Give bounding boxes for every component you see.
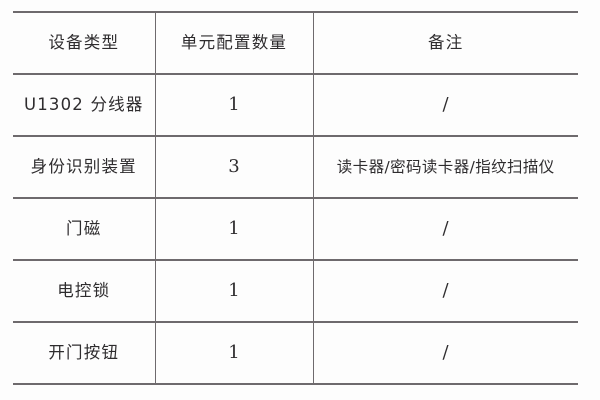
cell-remark: /	[312, 73, 578, 137]
column-header-remark: 备注	[312, 11, 578, 75]
table-row: 门磁 1 /	[13, 197, 578, 261]
table-body: U1302 分线器 1 / 身份识别装置 3 读卡器/密码读卡器/指纹扫描仪 门…	[13, 73, 578, 385]
table-header: 设备类型 单元配置数量 备注	[13, 11, 578, 75]
cell-device-type: 电控锁	[13, 259, 156, 323]
cell-device-type: 开门按钮	[13, 321, 156, 385]
device-configuration-table: 设备类型 单元配置数量 备注 U1302 分线器 1 / 身份识别装置 3 读卡…	[13, 11, 578, 385]
cell-device-type: 身份识别装置	[13, 135, 156, 199]
cell-device-type: 门磁	[13, 197, 156, 261]
table-row: 开门按钮 1 /	[13, 321, 578, 385]
column-header-quantity: 单元配置数量	[154, 11, 314, 75]
table-row: U1302 分线器 1 /	[13, 73, 578, 137]
cell-remark: /	[312, 321, 578, 385]
table-row: 电控锁 1 /	[13, 259, 578, 323]
cell-quantity: 1	[154, 259, 314, 323]
cell-quantity: 1	[154, 321, 314, 385]
cell-quantity: 1	[154, 197, 314, 261]
cell-quantity: 1	[154, 73, 314, 137]
cell-device-type: U1302 分线器	[13, 73, 156, 137]
table-header-row: 设备类型 单元配置数量 备注	[13, 11, 578, 75]
cell-quantity: 3	[154, 135, 314, 199]
cell-remark: 读卡器/密码读卡器/指纹扫描仪	[312, 135, 578, 199]
table-row: 身份识别装置 3 读卡器/密码读卡器/指纹扫描仪	[13, 135, 578, 199]
column-header-device-type: 设备类型	[13, 11, 156, 75]
cell-remark: /	[312, 259, 578, 323]
cell-remark: /	[312, 197, 578, 261]
